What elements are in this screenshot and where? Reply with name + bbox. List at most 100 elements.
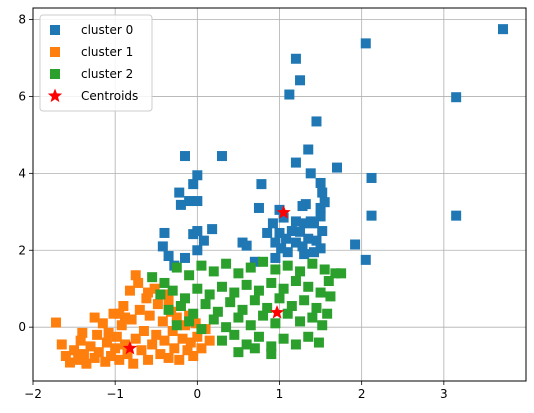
data-point <box>291 276 301 286</box>
data-point <box>279 334 289 344</box>
legend-marker <box>50 25 60 35</box>
data-point <box>250 295 260 305</box>
data-point <box>192 226 202 236</box>
data-point <box>320 197 330 207</box>
data-point <box>317 188 327 198</box>
data-point <box>158 241 168 251</box>
data-point <box>275 293 285 303</box>
data-point <box>51 318 61 328</box>
data-point <box>270 318 280 328</box>
data-point <box>295 75 305 85</box>
data-point <box>325 291 335 301</box>
data-point <box>254 332 264 342</box>
data-point <box>229 330 239 340</box>
x-tick-label: −1 <box>106 387 124 401</box>
data-point <box>303 145 313 155</box>
data-point <box>309 247 319 257</box>
x-tick-label: 2 <box>358 387 366 401</box>
data-point <box>153 299 163 309</box>
data-point <box>172 320 182 330</box>
legend-label: cluster 2 <box>81 67 133 81</box>
legend-label: cluster 1 <box>81 45 133 59</box>
data-point <box>258 311 268 321</box>
data-point <box>367 173 377 183</box>
data-point <box>136 345 146 355</box>
data-point <box>242 241 252 251</box>
data-point <box>159 228 169 238</box>
data-point <box>306 168 316 178</box>
data-point <box>258 257 268 267</box>
data-point <box>322 309 332 319</box>
data-point <box>174 188 184 198</box>
data-point <box>307 259 317 269</box>
data-point <box>147 339 157 349</box>
y-tick-label: 8 <box>18 13 26 27</box>
data-point <box>291 158 301 168</box>
data-point <box>299 249 309 259</box>
data-point <box>172 263 182 273</box>
legend-label: cluster 0 <box>81 23 133 37</box>
data-point <box>128 359 138 369</box>
data-point <box>246 263 256 273</box>
data-point <box>135 305 145 315</box>
data-point <box>233 313 243 323</box>
data-point <box>143 355 153 365</box>
data-point <box>298 201 308 211</box>
data-point <box>283 247 293 257</box>
data-point <box>262 228 272 238</box>
data-point <box>320 264 330 274</box>
data-point <box>180 253 190 263</box>
x-tick-label: 0 <box>194 387 202 401</box>
data-point <box>256 179 266 189</box>
data-point <box>192 170 202 180</box>
data-point <box>279 284 289 294</box>
data-point <box>209 266 219 276</box>
data-point <box>176 200 186 210</box>
data-point <box>176 301 186 311</box>
data-point <box>311 116 321 126</box>
data-point <box>350 239 360 249</box>
data-point <box>159 336 169 346</box>
data-point <box>77 328 87 338</box>
data-point <box>307 313 317 323</box>
data-point <box>295 266 305 276</box>
data-point <box>147 272 157 282</box>
data-point <box>104 328 114 338</box>
data-point <box>266 349 276 359</box>
data-point <box>266 278 276 288</box>
data-point <box>303 282 313 292</box>
data-point <box>184 316 194 326</box>
data-point <box>217 151 227 161</box>
data-point <box>196 324 206 334</box>
data-point <box>281 234 291 244</box>
data-point <box>110 343 120 353</box>
data-point <box>225 297 235 307</box>
data-point <box>145 311 155 321</box>
data-point <box>164 251 174 261</box>
data-point <box>188 179 198 189</box>
data-point <box>233 268 243 278</box>
data-point <box>131 270 141 280</box>
data-point <box>291 339 301 349</box>
data-point <box>498 24 508 34</box>
data-point <box>57 339 67 349</box>
data-point <box>270 264 280 274</box>
data-point <box>69 345 79 355</box>
data-point <box>284 90 294 100</box>
data-point <box>311 303 321 313</box>
legend-marker <box>50 69 60 79</box>
data-point <box>180 151 190 161</box>
y-tick-label: 4 <box>18 166 26 180</box>
data-point <box>303 332 313 342</box>
legend: cluster 0cluster 1cluster 2Centroids <box>40 15 152 111</box>
y-tick-label: 6 <box>18 89 26 103</box>
x-tick-label: −2 <box>24 387 42 401</box>
data-point <box>316 288 326 298</box>
data-point <box>361 255 371 265</box>
data-point <box>164 353 174 363</box>
data-point <box>192 196 202 206</box>
data-point <box>139 326 149 336</box>
data-point <box>120 313 130 323</box>
data-point <box>221 259 231 269</box>
